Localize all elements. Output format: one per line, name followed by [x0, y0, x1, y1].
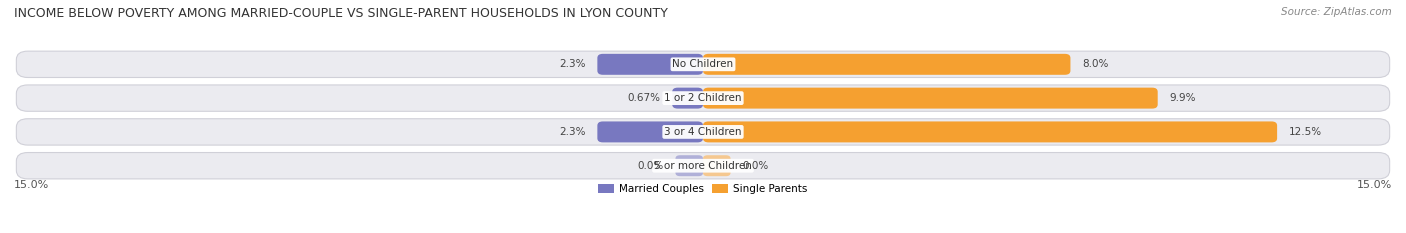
Text: No Children: No Children — [672, 59, 734, 69]
FancyBboxPatch shape — [703, 121, 1277, 142]
Text: 3 or 4 Children: 3 or 4 Children — [664, 127, 742, 137]
FancyBboxPatch shape — [17, 119, 1389, 145]
Text: 0.0%: 0.0% — [742, 161, 768, 171]
Text: 8.0%: 8.0% — [1083, 59, 1108, 69]
FancyBboxPatch shape — [598, 54, 703, 75]
Text: 1 or 2 Children: 1 or 2 Children — [664, 93, 742, 103]
Legend: Married Couples, Single Parents: Married Couples, Single Parents — [595, 180, 811, 198]
FancyBboxPatch shape — [672, 88, 703, 109]
Text: 2.3%: 2.3% — [560, 127, 586, 137]
FancyBboxPatch shape — [703, 88, 1157, 109]
Text: 12.5%: 12.5% — [1289, 127, 1322, 137]
Text: Source: ZipAtlas.com: Source: ZipAtlas.com — [1281, 7, 1392, 17]
Text: 9.9%: 9.9% — [1170, 93, 1195, 103]
Text: 15.0%: 15.0% — [1357, 180, 1392, 190]
Text: 15.0%: 15.0% — [14, 180, 49, 190]
Text: 5 or more Children: 5 or more Children — [654, 161, 752, 171]
Text: INCOME BELOW POVERTY AMONG MARRIED-COUPLE VS SINGLE-PARENT HOUSEHOLDS IN LYON CO: INCOME BELOW POVERTY AMONG MARRIED-COUPL… — [14, 7, 668, 20]
FancyBboxPatch shape — [17, 153, 1389, 179]
FancyBboxPatch shape — [703, 54, 1070, 75]
FancyBboxPatch shape — [598, 121, 703, 142]
Text: 0.67%: 0.67% — [627, 93, 661, 103]
Text: 2.3%: 2.3% — [560, 59, 586, 69]
Text: 0.0%: 0.0% — [638, 161, 664, 171]
FancyBboxPatch shape — [703, 155, 731, 176]
FancyBboxPatch shape — [675, 155, 703, 176]
FancyBboxPatch shape — [17, 51, 1389, 78]
FancyBboxPatch shape — [17, 85, 1389, 111]
